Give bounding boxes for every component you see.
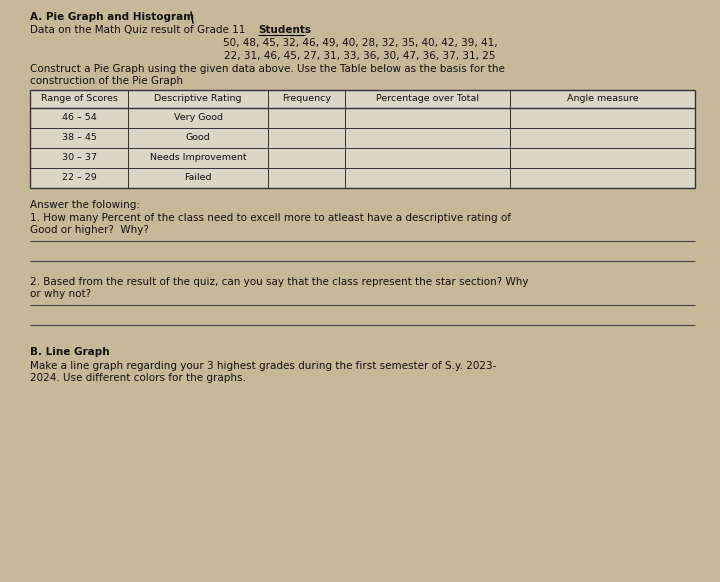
Text: Very Good: Very Good [174,113,222,122]
Text: Angle measure: Angle measure [567,94,639,103]
Text: 22, 31, 46, 45, 27, 31, 33, 36, 30, 47, 36, 37, 31, 25: 22, 31, 46, 45, 27, 31, 33, 36, 30, 47, … [224,51,496,61]
Text: construction of the Pie Graph: construction of the Pie Graph [30,76,183,86]
Text: 22 – 29: 22 – 29 [62,173,96,182]
Text: 38 – 45: 38 – 45 [62,133,96,142]
Text: 1. How many Percent of the class need to excell more to atleast have a descripti: 1. How many Percent of the class need to… [30,213,511,223]
Text: Data on the Math Quiz result of Grade 11: Data on the Math Quiz result of Grade 11 [30,25,248,35]
Text: Good: Good [186,133,210,142]
Text: Descriptive Rating: Descriptive Rating [154,94,242,103]
Text: Students: Students [258,25,311,35]
Text: 46 – 54: 46 – 54 [62,113,96,122]
Text: Percentage over Total: Percentage over Total [376,94,479,103]
Text: Answer the folowing:: Answer the folowing: [30,200,140,210]
Text: 2024. Use different colors for the graphs.: 2024. Use different colors for the graph… [30,373,246,383]
Text: 30 – 37: 30 – 37 [61,153,96,162]
Text: Range of Scores: Range of Scores [40,94,117,103]
Bar [30,90,695,188]
Text: Make a line graph regarding your 3 highest grades during the first semester of S: Make a line graph regarding your 3 highe… [30,361,496,371]
Text: Frequency: Frequency [282,94,331,103]
Text: B. Line Graph: B. Line Graph [30,347,109,357]
Text: 50, 48, 45, 32, 46, 49, 40, 28, 32, 35, 40, 42, 39, 41,: 50, 48, 45, 32, 46, 49, 40, 28, 32, 35, … [222,38,498,48]
Text: Failed: Failed [184,173,212,182]
Text: A. Pie Graph and Histogram: A. Pie Graph and Histogram [30,12,194,22]
Text: .: . [305,25,308,35]
Text: Good or higher?  Why?: Good or higher? Why? [30,225,149,235]
Text: Construct a Pie Graph using the given data above. Use the Table below as the bas: Construct a Pie Graph using the given da… [30,64,505,74]
Text: 2. Based from the result of the quiz, can you say that the class represent the s: 2. Based from the result of the quiz, ca… [30,277,528,287]
Text: or why not?: or why not? [30,289,91,299]
Text: Needs Improvement: Needs Improvement [150,153,246,162]
